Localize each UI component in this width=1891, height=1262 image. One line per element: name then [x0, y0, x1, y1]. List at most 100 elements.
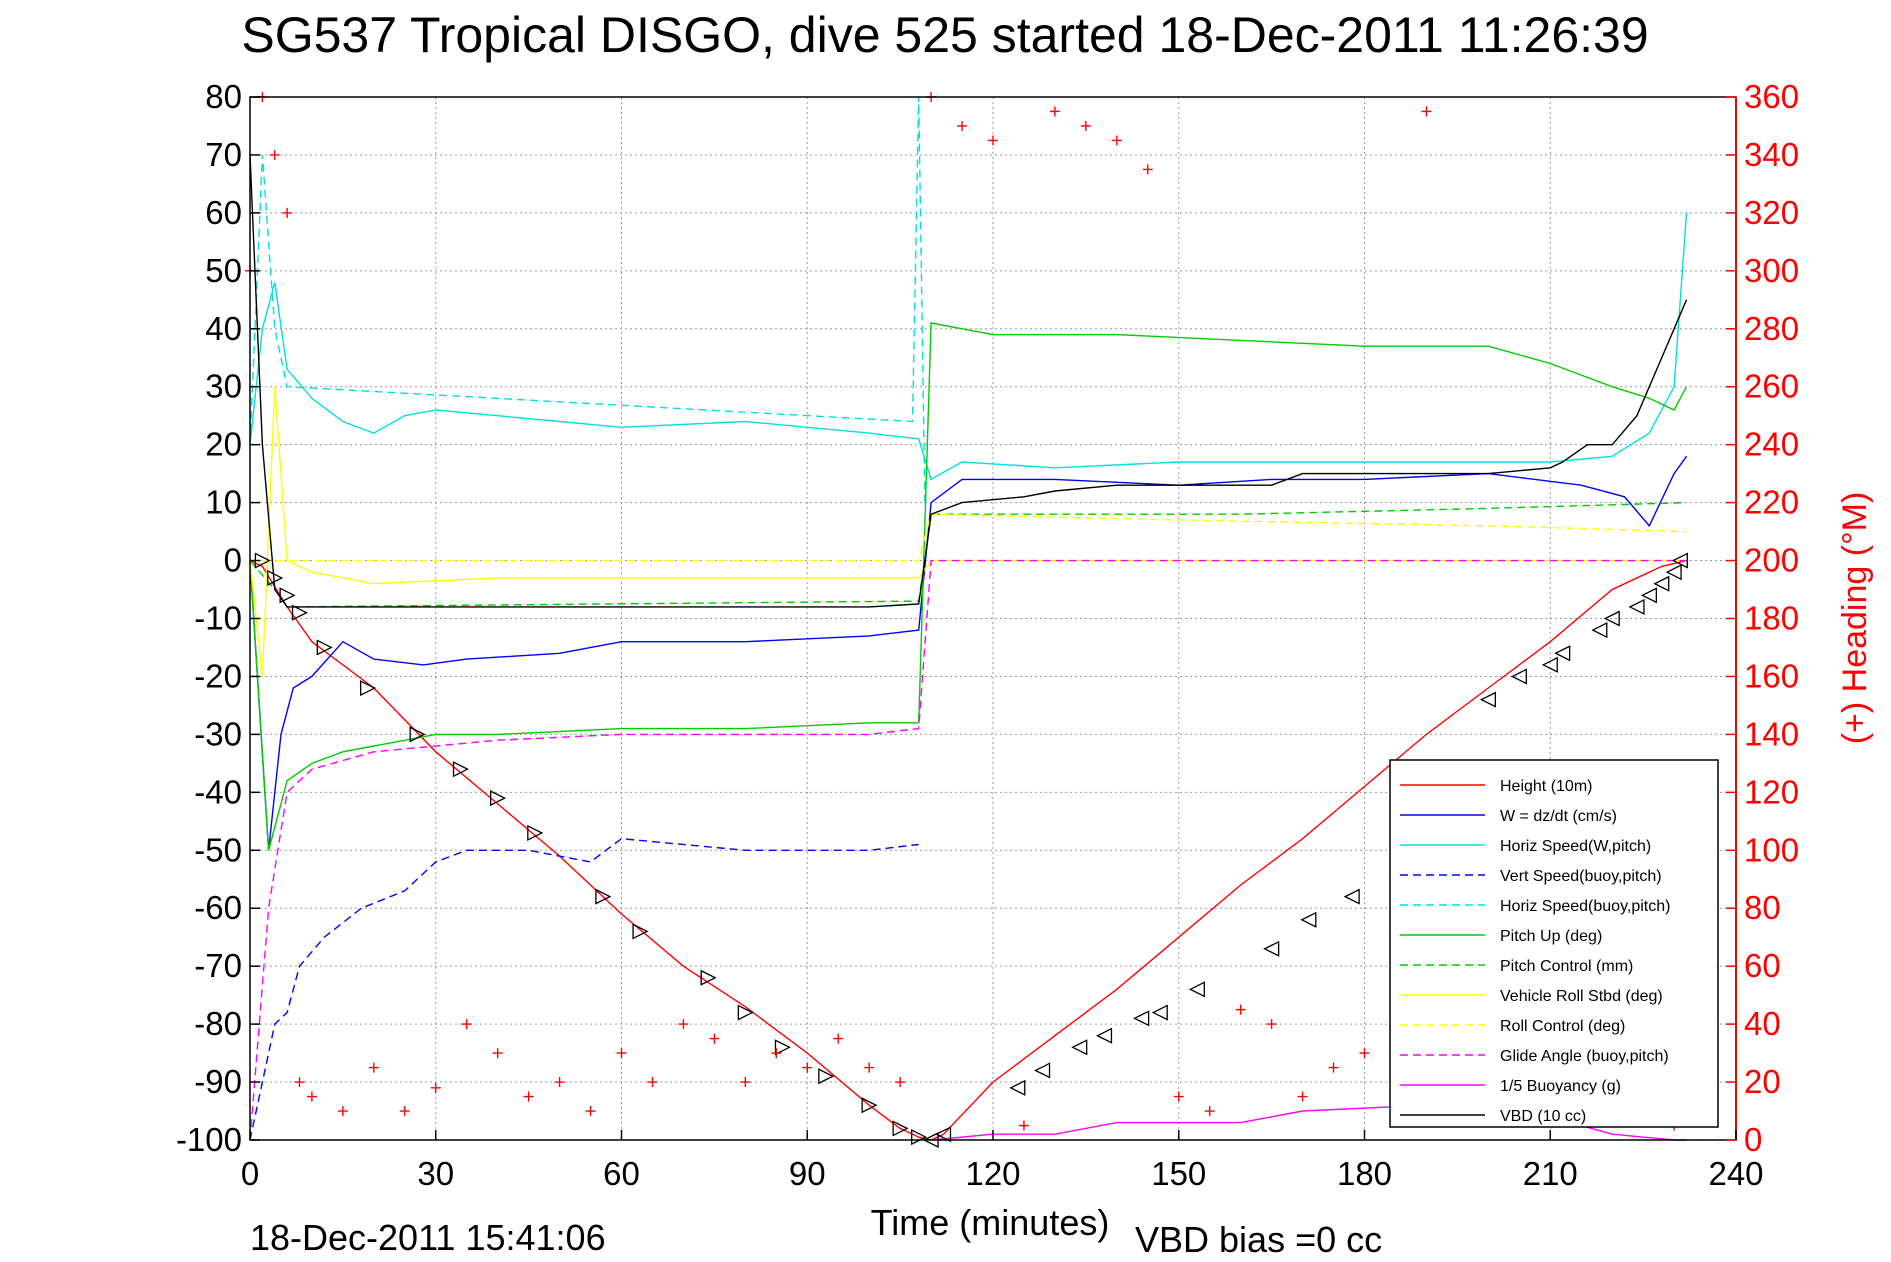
profile-triangle-marker — [1640, 587, 1657, 604]
y-left-tick-label: 60 — [205, 194, 242, 231]
heading-marker — [1266, 1019, 1277, 1030]
profile-triangle-marker — [892, 1120, 909, 1137]
series-line-0 — [249, 559, 1687, 1141]
heading-marker — [523, 1091, 534, 1102]
x-tick-label: 90 — [789, 1155, 826, 1192]
chart-title: SG537 Tropical DISGO, dive 525 started 1… — [241, 7, 1648, 63]
footer-timestamp: 18-Dec-2011 15:41:06 — [250, 1217, 606, 1258]
profile-triangle-marker — [1510, 668, 1527, 685]
heading-marker — [833, 1033, 844, 1044]
heading-marker — [1235, 1004, 1246, 1015]
heading-marker — [337, 1106, 348, 1117]
heading-marker — [802, 1062, 813, 1073]
y-left-tick-label: 20 — [205, 426, 242, 463]
y-left-tick-label: 70 — [205, 136, 242, 173]
heading-marker — [1049, 106, 1060, 117]
profile-triangle-marker — [1591, 622, 1608, 639]
heading-marker — [771, 1048, 782, 1059]
profile-triangle-marker — [818, 1068, 835, 1085]
y-right-tick-label: 240 — [1744, 426, 1799, 463]
series-line-8 — [250, 513, 1687, 562]
legend-label: W = dz/dt (cm/s) — [1500, 808, 1617, 825]
heading-marker — [282, 207, 293, 218]
profile-triangle-marker — [774, 1039, 791, 1056]
y-left-tick-label: 40 — [205, 310, 242, 347]
profile-triangle-marker — [1300, 911, 1317, 928]
legend-label: Glide Angle (buoy,pitch) — [1500, 1048, 1669, 1065]
x-tick-label: 210 — [1523, 1155, 1578, 1192]
series-line-2 — [249, 212, 1688, 481]
heading-marker — [1018, 1120, 1029, 1131]
series-line-3 — [249, 837, 919, 1141]
y-left-tick-label: 10 — [205, 484, 242, 521]
y-right-tick-label: 80 — [1744, 889, 1781, 926]
profile-triangle-marker — [1628, 598, 1645, 615]
legend-label: Pitch Control (mm) — [1500, 958, 1633, 975]
heading-marker — [399, 1106, 410, 1117]
profile-triangle-marker — [632, 923, 649, 940]
profile-triangle-marker — [1071, 1039, 1088, 1056]
heading-marker — [1142, 164, 1153, 175]
heading-marker — [269, 149, 280, 160]
series-line-1 — [249, 455, 1688, 851]
legend-label: VBD (10 cc) — [1500, 1108, 1586, 1125]
y-left-tick-label: 50 — [205, 252, 242, 289]
profile-triangle-marker — [1188, 981, 1205, 998]
profile-triangle-marker — [267, 569, 284, 586]
profile-triangle-marker — [1541, 656, 1558, 673]
profile-triangle-marker — [1095, 1027, 1113, 1044]
legend-label: Vehicle Roll Stbd (deg) — [1500, 988, 1663, 1005]
y-left-tick-label: 0 — [224, 542, 242, 579]
y-left-tick-label: -40 — [194, 773, 242, 810]
profile-triangle-marker — [279, 587, 296, 604]
heading-marker — [430, 1082, 441, 1093]
y-right-tick-label: 300 — [1744, 252, 1799, 289]
y-right-tick-label: 260 — [1744, 368, 1799, 405]
y-right-tick-label: 140 — [1744, 715, 1799, 752]
heading-marker — [1173, 1091, 1184, 1102]
heading-marker — [988, 135, 998, 146]
x-tick-label: 120 — [965, 1155, 1020, 1192]
y-left-tick-label: 80 — [205, 78, 242, 115]
profile-triangle-marker — [1151, 1004, 1168, 1021]
profile-triangle-marker — [1671, 552, 1688, 569]
profile-triangle-marker — [1133, 1010, 1150, 1027]
x-tick-label: 240 — [1708, 1155, 1763, 1192]
heading-marker — [585, 1106, 596, 1117]
heading-marker — [1080, 120, 1091, 131]
profile-triangle-marker — [316, 639, 333, 656]
profile-triangle-marker — [1034, 1062, 1051, 1079]
x-axis-label: Time (minutes) — [871, 1202, 1110, 1243]
x-tick-label: 30 — [417, 1155, 454, 1192]
legend-label: Vert Speed(buoy,pitch) — [1500, 868, 1662, 885]
profile-triangle-marker — [700, 969, 717, 986]
heading-marker — [709, 1033, 720, 1044]
series-layer — [249, 96, 1688, 1141]
profile-triangle-marker — [1479, 691, 1496, 708]
heading-marker — [306, 1091, 317, 1102]
heading-marker — [1297, 1091, 1308, 1102]
profile-triangle-marker — [1603, 610, 1620, 627]
y-left-tick-label: -60 — [194, 889, 242, 926]
y-right-tick-label: 320 — [1744, 194, 1799, 231]
heading-marker — [647, 1077, 658, 1088]
heading-marker — [1359, 1048, 1370, 1059]
x-tick-label: 180 — [1337, 1155, 1392, 1192]
y-right-tick-label: 100 — [1744, 831, 1799, 868]
y-left-tick-label: 30 — [205, 368, 242, 405]
heading-marker — [1111, 135, 1122, 146]
profile-triangle-marker — [595, 888, 612, 905]
y-left-tick-label: -50 — [194, 831, 242, 868]
heading-marker — [294, 1077, 305, 1088]
y-right-tick-label: 280 — [1744, 310, 1799, 347]
heading-marker — [616, 1048, 627, 1059]
profile-triangle-marker — [1653, 575, 1670, 592]
y-left-tick-label: -30 — [194, 715, 242, 752]
y-right-tick-label: 180 — [1744, 600, 1799, 637]
series-line-7 — [249, 386, 1687, 677]
profile-triangle-marker — [490, 790, 507, 807]
legend-label: Roll Control (deg) — [1500, 1018, 1625, 1035]
y-left-tick-label: -10 — [194, 600, 242, 637]
ticks-layer: 0 30 60 90 120 150 180 210 24080706050403020100-… — [176, 78, 1799, 1192]
heading-marker — [1421, 106, 1432, 117]
